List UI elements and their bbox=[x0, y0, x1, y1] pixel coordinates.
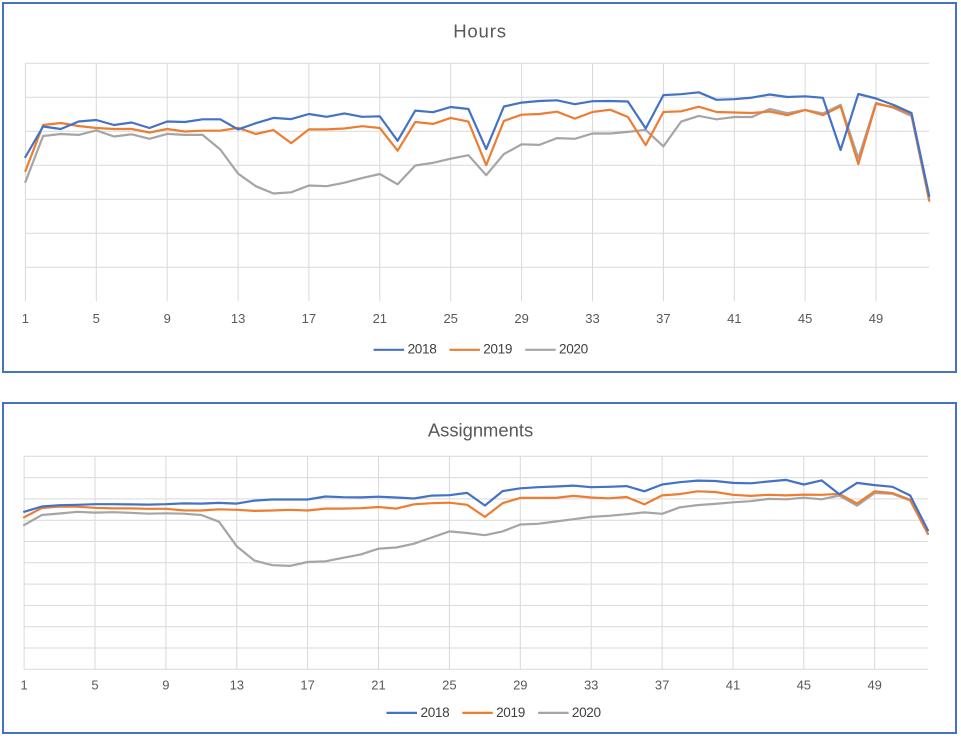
svg-text:17: 17 bbox=[302, 311, 316, 326]
svg-text:1: 1 bbox=[20, 677, 27, 692]
svg-text:2020: 2020 bbox=[559, 342, 589, 357]
svg-text:29: 29 bbox=[513, 677, 527, 692]
svg-text:25: 25 bbox=[443, 311, 457, 326]
svg-text:41: 41 bbox=[727, 311, 741, 326]
svg-text:9: 9 bbox=[164, 311, 171, 326]
svg-text:25: 25 bbox=[442, 677, 456, 692]
svg-text:49: 49 bbox=[869, 311, 883, 326]
svg-text:2018: 2018 bbox=[421, 705, 450, 720]
svg-text:33: 33 bbox=[584, 677, 598, 692]
svg-text:45: 45 bbox=[797, 677, 811, 692]
svg-text:2019: 2019 bbox=[496, 705, 525, 720]
svg-text:29: 29 bbox=[514, 311, 528, 326]
svg-text:1: 1 bbox=[22, 311, 29, 326]
svg-text:45: 45 bbox=[798, 311, 812, 326]
svg-text:5: 5 bbox=[93, 311, 100, 326]
svg-text:33: 33 bbox=[585, 311, 599, 326]
svg-text:2019: 2019 bbox=[483, 342, 512, 357]
svg-text:13: 13 bbox=[230, 677, 244, 692]
svg-text:Assignments: Assignments bbox=[428, 419, 533, 440]
svg-text:21: 21 bbox=[371, 677, 385, 692]
svg-text:37: 37 bbox=[655, 677, 669, 692]
svg-text:49: 49 bbox=[867, 677, 881, 692]
svg-text:21: 21 bbox=[373, 311, 387, 326]
svg-text:2018: 2018 bbox=[408, 342, 437, 357]
svg-text:17: 17 bbox=[300, 677, 314, 692]
svg-text:2020: 2020 bbox=[572, 705, 602, 720]
svg-text:9: 9 bbox=[162, 677, 169, 692]
svg-text:5: 5 bbox=[91, 677, 98, 692]
svg-text:37: 37 bbox=[656, 311, 670, 326]
svg-text:41: 41 bbox=[726, 677, 740, 692]
svg-text:13: 13 bbox=[231, 311, 245, 326]
svg-text:Hours: Hours bbox=[453, 21, 507, 42]
